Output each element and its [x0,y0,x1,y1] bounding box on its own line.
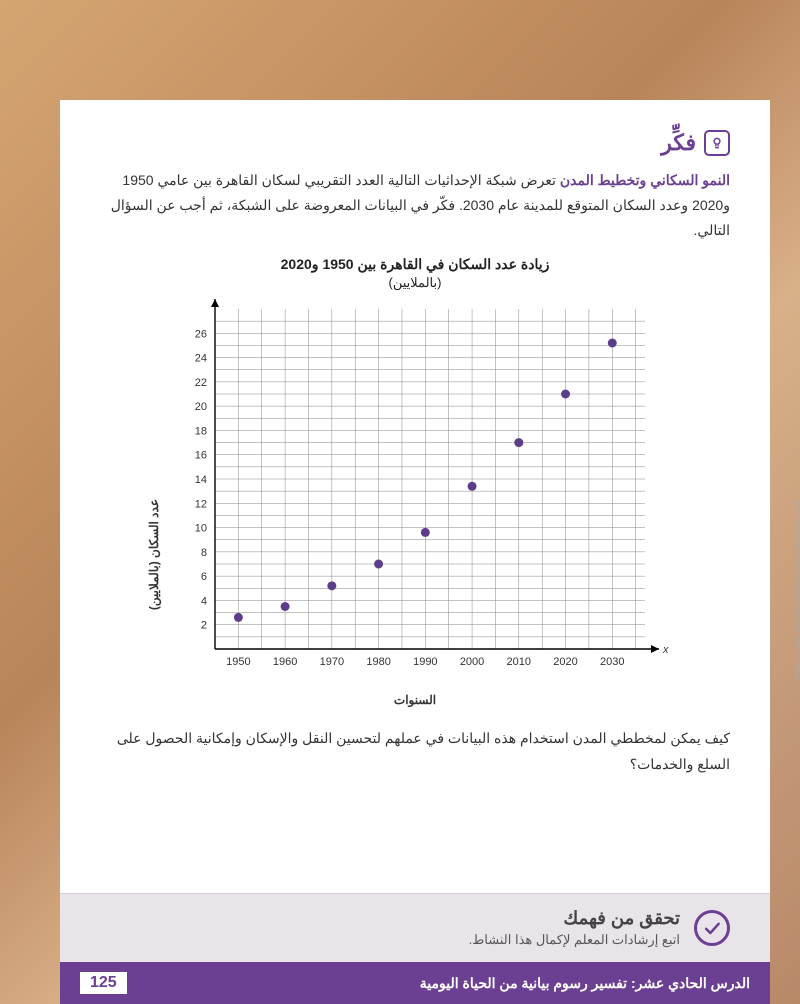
svg-text:24: 24 [195,352,207,364]
scatter-chart: xy19501960197019801990200020102020203024… [155,299,675,689]
check-icon [694,910,730,946]
svg-text:1990: 1990 [413,656,437,668]
footer-bar: الدرس الحادي عشر: تفسير رسوم بيانية من ا… [60,962,770,1004]
page-number: 125 [80,972,127,994]
intro-paragraph: النمو السكاني وتخطيط المدن تعرض شبكة الإ… [100,168,730,244]
svg-text:20: 20 [195,401,207,413]
lesson-title: الدرس الحادي عشر: تفسير رسوم بيانية من ا… [420,975,750,992]
chart-subtitle: (بالملايين) [100,275,730,291]
svg-text:1950: 1950 [226,656,250,668]
svg-text:1980: 1980 [366,656,390,668]
svg-text:16: 16 [195,449,207,461]
chart-title: زيادة عدد السكان في القاهرة بين 1950 و20… [100,256,730,273]
svg-text:2010: 2010 [507,656,531,668]
svg-text:22: 22 [195,376,207,388]
svg-text:8: 8 [201,546,207,558]
svg-text:18: 18 [195,425,207,437]
check-understanding-band: تحقق من فهمك اتبع إرشادات المعلم لإكمال … [60,893,770,962]
svg-text:1960: 1960 [273,656,297,668]
check-text: تحقق من فهمك اتبع إرشادات المعلم لإكمال … [469,908,680,948]
svg-text:x: x [662,644,669,656]
intro-label: النمو السكاني وتخطيط المدن [560,172,730,188]
question-text: كيف يمكن لمخططي المدن استخدام هذه البيان… [100,725,730,778]
page-content: فكِّر النمو السكاني وتخطيط المدن تعرض شب… [60,100,770,1004]
svg-text:10: 10 [195,522,207,534]
photo-credit: Photo Credit: Photos/Gratisstock/Shutter… [794,500,800,680]
think-header: فكِّر [100,130,730,156]
svg-text:4: 4 [201,595,207,607]
svg-text:12: 12 [195,498,207,510]
check-body: اتبع إرشادات المعلم لإكمال هذا النشاط. [469,932,680,948]
svg-text:2020: 2020 [553,656,577,668]
check-title: تحقق من فهمك [469,908,680,929]
svg-text:14: 14 [195,474,207,486]
svg-text:2: 2 [201,619,207,631]
think-icon [704,130,730,156]
svg-text:1970: 1970 [320,656,344,668]
svg-text:2030: 2030 [600,656,624,668]
chart-container: عدد السكان (بالملايين) xy195019601970198… [155,299,675,707]
svg-text:26: 26 [195,328,207,340]
svg-text:6: 6 [201,571,207,583]
x-axis-label: السنوات [155,693,675,707]
think-title: فكِّر [661,130,696,156]
svg-text:2000: 2000 [460,656,484,668]
y-axis-label: عدد السكان (بالملايين) [147,499,161,610]
